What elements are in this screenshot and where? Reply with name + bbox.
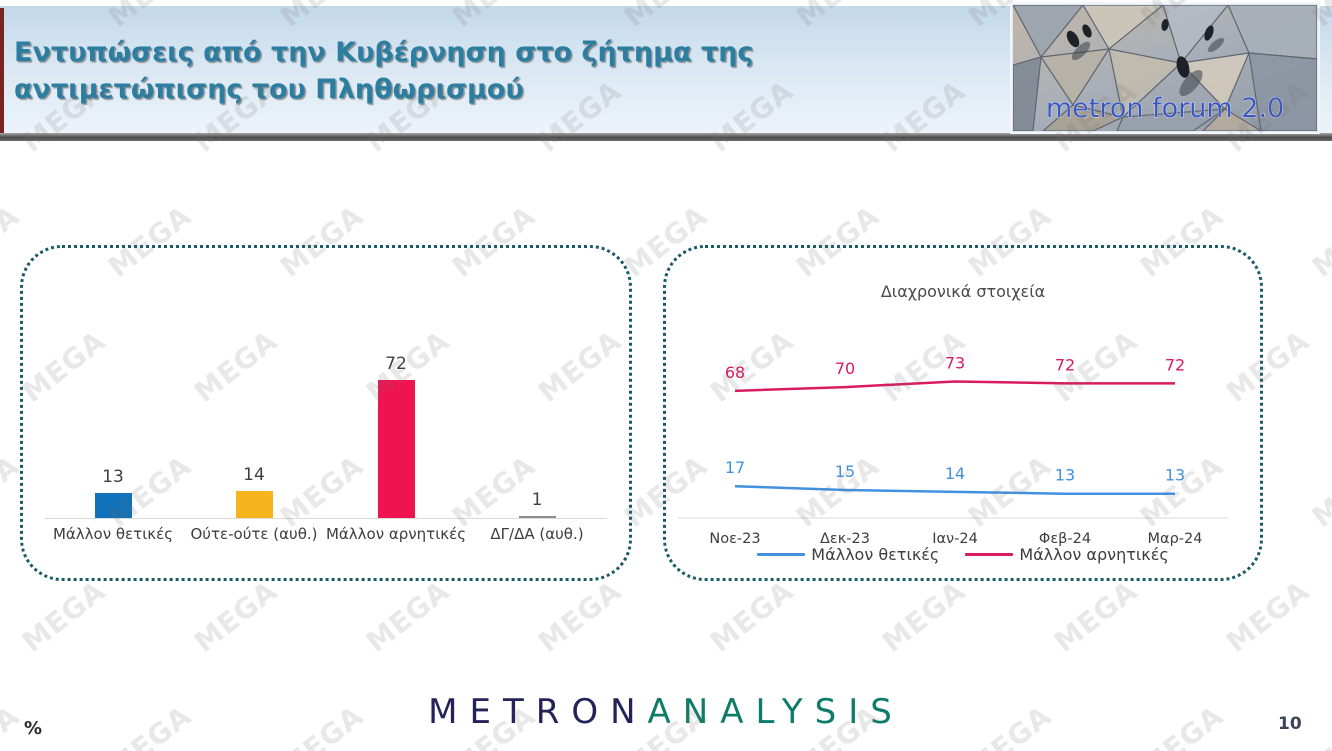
line-value-label: 72 (1055, 355, 1075, 374)
bar-value-label: 1 (531, 490, 543, 510)
metron-analysis-logo: METRONANALYSIS (0, 692, 1332, 732)
legend-item-1: Μάλλον αρνητικές (965, 545, 1169, 564)
line-value-label: 15 (835, 462, 855, 481)
logo-text: metron forum 2.0 (1046, 93, 1284, 124)
bar-category-label: Ούτε-ούτε (αυθ.) (190, 525, 318, 543)
line-value-label: 72 (1165, 355, 1185, 374)
watermark-text: MEGA (875, 574, 972, 659)
page-number: 10 (1278, 714, 1302, 734)
mosaic-photo: metron forum 2.0 (1013, 5, 1317, 131)
metron-forum-logo: metron forum 2.0 (1012, 4, 1318, 132)
bar-chart-panel: 13 Μάλλον θετικές 14 Ούτε-ούτε (αυθ.) 72 Μάλλ… (20, 245, 632, 581)
x-tick-label: Νοε-23 (709, 531, 760, 547)
line-chart-title: Διαχρονικά στοιχεία (880, 282, 1046, 301)
line-value-label: 70 (835, 359, 855, 378)
line-value-label: 13 (1055, 466, 1075, 485)
line-value-label: 13 (1165, 466, 1185, 485)
bar-chart: 13 Μάλλον θετικές 14 Ούτε-ούτε (αυθ.) 72 Μάλλ… (23, 248, 629, 578)
line-value-label: 17 (725, 458, 745, 477)
watermark-text: MEGA (187, 574, 284, 659)
bar-value-label: 72 (385, 354, 407, 375)
line-chart: 17 15 14 13 13 68 70 73 72 72 Νοε-23 Δεκ-23 Ιαν-24 Φε… (678, 353, 1228, 547)
bar-category-label: Μάλλον αρνητικές (325, 525, 467, 543)
legend-line-swatch (965, 553, 1014, 556)
watermark-text: MEGA (15, 574, 112, 659)
line-series-0 (734, 484, 1175, 495)
brand-metron: METRON (428, 692, 648, 732)
line-chart-legend: Μάλλον θετικές Μάλλον αρνητικές (666, 545, 1260, 564)
watermark-text: MEGA (1305, 449, 1332, 534)
legend-label: Μάλλον αρνητικές (1019, 545, 1169, 564)
watermark-text: MEGA (1047, 574, 1144, 659)
bar-1 (235, 491, 273, 518)
line-series-1 (734, 380, 1175, 393)
bar-value-label: 14 (243, 465, 265, 486)
watermark-text: MEGA (1219, 574, 1316, 659)
watermark-text: MEGA (703, 574, 800, 659)
line-value-label: 73 (945, 353, 965, 372)
line-chart-panel: Διαχρονικά στοιχεία 17 15 14 13 13 68 70 73 72 72… (663, 245, 1263, 581)
legend-line-swatch (757, 553, 806, 556)
watermark-text: MEGA (359, 574, 456, 659)
bar-0 (94, 493, 132, 518)
x-tick-label: Μαρ-24 (1148, 531, 1203, 547)
percent-label: % (24, 718, 43, 739)
brand-analysis: ANALYSIS (647, 692, 904, 732)
bar-value-label: 13 (102, 467, 124, 488)
bar-chart-axis (45, 518, 607, 519)
bar-category-label: Μάλλον θετικές (52, 525, 174, 543)
line-value-label: 68 (725, 363, 745, 382)
legend-label: Μάλλον θετικές (811, 545, 940, 564)
legend-item-0: Μάλλον θετικές (757, 545, 939, 564)
bar-2 (377, 380, 415, 518)
watermark-text: MEGA (531, 574, 628, 659)
x-tick-label: Ιαν-24 (932, 531, 978, 547)
watermark-text: MEGA (1305, 199, 1332, 284)
line-value-label: 14 (945, 464, 965, 483)
header-divider (0, 133, 1332, 141)
x-tick-label: Δεκ-23 (820, 531, 870, 547)
bar-3 (518, 516, 556, 518)
bar-category-label: ΔΓ/ΔΑ (αυθ.) (490, 525, 584, 543)
page-title: Εντυπώσεις από την Κυβέρνηση στο ζήτημα … (14, 37, 754, 105)
x-tick-label: Φεβ-24 (1039, 531, 1091, 547)
accent-stripe (0, 8, 4, 135)
